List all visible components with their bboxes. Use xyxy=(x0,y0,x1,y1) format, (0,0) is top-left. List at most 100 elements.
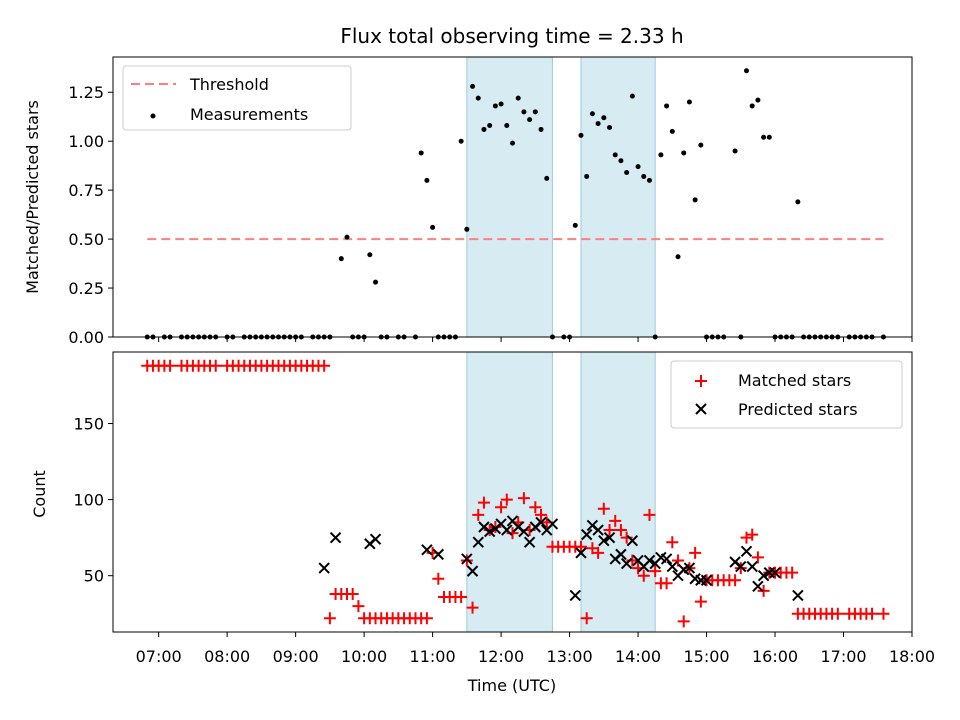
top-y-tick-label: 0.50 xyxy=(68,230,104,249)
matched-star-point xyxy=(643,508,656,521)
matched-star-point xyxy=(757,584,770,597)
measurement-point xyxy=(504,123,510,129)
predicted-star-point xyxy=(483,525,496,538)
measurement-point xyxy=(641,173,647,179)
legend-measurements-swatch xyxy=(150,113,156,119)
measurement-point xyxy=(698,142,704,148)
predicted-star-point xyxy=(421,544,433,556)
top-y-tick-label: 0.00 xyxy=(68,328,104,347)
predicted-star-point xyxy=(752,580,764,593)
observing-window-band xyxy=(466,351,553,633)
predicted-star-point xyxy=(432,548,445,561)
matched-star-point xyxy=(677,615,690,628)
predicted-star-point xyxy=(580,528,593,541)
predicted-star-point xyxy=(535,516,547,529)
measurement-point xyxy=(743,68,749,74)
measurement-point xyxy=(481,126,487,132)
measurement-point xyxy=(338,256,344,262)
measurement-point xyxy=(532,109,538,115)
measurement-point xyxy=(612,152,618,158)
measurement-point xyxy=(424,177,430,183)
matched-star-point xyxy=(432,572,445,585)
x-tick-label: 13:00 xyxy=(547,647,593,666)
measurement-point xyxy=(367,252,373,258)
bottom-y-tick-label: 100 xyxy=(73,491,104,510)
matched-star-point xyxy=(460,554,473,567)
top-y-axis-label: Matched/Predicted stars xyxy=(23,100,42,294)
predicted-star-point xyxy=(603,531,616,544)
x-tick-label: 09:00 xyxy=(273,647,319,666)
measurement-point xyxy=(618,158,624,164)
matched-star-point xyxy=(614,524,627,537)
measurement-point xyxy=(492,103,498,109)
measurement-point xyxy=(635,164,641,170)
measurement-point xyxy=(487,123,493,129)
bottom-y-tick-label: 150 xyxy=(73,415,104,434)
predicted-star-point xyxy=(746,560,758,573)
legend-predicted-swatch xyxy=(695,403,707,415)
predicted-star-point xyxy=(792,589,804,602)
legend-measurements-label: Measurements xyxy=(190,105,308,124)
matched-star-point xyxy=(786,566,799,579)
measurement-point xyxy=(538,126,544,132)
matched-star-point xyxy=(472,508,485,521)
bottom-y-axis-label: Count xyxy=(30,470,49,518)
matched-star-point xyxy=(751,551,764,564)
measurement-point xyxy=(527,117,533,123)
predicted-star-point xyxy=(461,553,473,565)
measurement-point xyxy=(607,124,613,130)
predicted-star-point xyxy=(620,557,633,570)
x-tick-label: 11:00 xyxy=(410,647,456,666)
legend-threshold-label: Threshold xyxy=(189,75,269,94)
top-y-tick-label: 0.75 xyxy=(68,181,104,200)
measurement-point xyxy=(584,173,590,179)
predicted-star-point xyxy=(626,534,639,547)
matched-star-point xyxy=(649,565,662,578)
measurement-point xyxy=(595,121,601,127)
matched-star-point xyxy=(672,554,685,567)
top-y-tick-label: 1.00 xyxy=(68,132,104,151)
measurement-point xyxy=(624,170,630,176)
matched-star-point xyxy=(694,595,707,608)
measurement-point xyxy=(686,99,692,105)
x-tick-label: 17:00 xyxy=(820,647,866,666)
matched-star-point xyxy=(495,501,508,514)
x-tick-label: 16:00 xyxy=(752,647,798,666)
predicted-star-point xyxy=(523,536,536,548)
matched-star-point xyxy=(466,601,479,614)
matched-star-point xyxy=(592,546,605,559)
predicted-star-point xyxy=(683,562,696,574)
matched-star-point xyxy=(517,492,530,505)
measurement-point xyxy=(658,152,664,158)
bottom-y-tick-label: 50 xyxy=(84,567,104,586)
matched-star-point xyxy=(500,493,513,506)
measurement-point xyxy=(373,279,379,285)
measurement-point xyxy=(675,254,681,260)
x-axis-label: Time (UTC) xyxy=(467,676,556,695)
matched-star-point xyxy=(323,612,336,625)
matched-star-point xyxy=(352,600,365,613)
predicted-star-point xyxy=(369,533,382,545)
predicted-star-point xyxy=(740,545,753,558)
measurement-point xyxy=(795,199,801,205)
measurement-point xyxy=(498,101,504,107)
measurement-point xyxy=(629,93,635,99)
matched-star-point xyxy=(346,587,359,600)
predicted-star-point xyxy=(569,589,581,602)
legend-predicted-label: Predicted stars xyxy=(738,400,858,419)
predicted-star-point xyxy=(757,569,770,582)
predicted-star-point xyxy=(735,560,747,573)
predicted-star-point xyxy=(643,554,656,567)
bottom-legend: Matched stars Predicted stars xyxy=(670,360,903,429)
measurement-point xyxy=(458,138,464,144)
matched-star-point xyxy=(734,562,747,575)
measurement-point xyxy=(464,226,470,232)
matched-star-point xyxy=(477,496,490,509)
matched-star-point xyxy=(666,536,679,549)
measurement-point xyxy=(589,111,595,117)
measurement-point xyxy=(578,132,584,138)
top-panel-plot-area: 0.00 0.25 0.50 0.75 1.00 1.25 Matched/Predict… xyxy=(23,56,913,347)
measurement-point xyxy=(475,95,481,101)
matched-star-point xyxy=(603,524,616,537)
